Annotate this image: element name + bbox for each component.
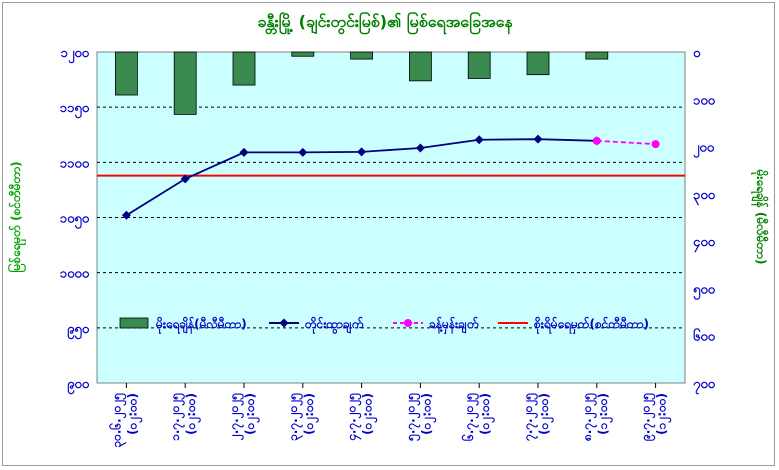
rainfall-bar bbox=[232, 51, 256, 86]
x-tick-time: (၀၂:၀၀) bbox=[478, 393, 496, 435]
x-tick-date: ၈.၇.၂၀၂၅ bbox=[580, 393, 598, 442]
legend-label: တိုင်းထွာချက် bbox=[304, 315, 364, 335]
x-tick-time: (၀၂:၀၀) bbox=[184, 393, 202, 435]
x-tick-date: ၂.၇.၂၀၂၅ bbox=[227, 393, 245, 441]
rainfall-bar bbox=[526, 51, 550, 76]
observed-point bbox=[533, 134, 543, 144]
left-tick-label: ၉၀၀ bbox=[67, 377, 90, 395]
x-tick-date: ၁.၇.၂၀၂၅ bbox=[168, 393, 186, 441]
x-tick-time: (၀၂:၀၀) bbox=[361, 393, 379, 435]
x-tick-time: (၀၂:၀၀) bbox=[125, 393, 143, 435]
rainfall-bar bbox=[350, 51, 374, 60]
forecast-point bbox=[651, 140, 660, 149]
left-tick-label: ၉၅၀ bbox=[67, 322, 90, 340]
forecast-line bbox=[596, 139, 656, 146]
observed-point bbox=[121, 210, 131, 220]
right-axis-label: မိုးရေချိန် (မီလီမီတာ) bbox=[750, 169, 770, 265]
rainfall-bar bbox=[408, 51, 432, 82]
legend-label: ခန့်မှန်းချက် bbox=[429, 315, 479, 335]
x-axis-ticks: ၃၀.၆.၂၀၂၅ (၀၂:၀၀) ၁.၇.၂၀၂၅ (၀၂:၀၀) ၂.၇.၂၀၂၅(… bbox=[107, 383, 673, 448]
x-tick-date: ၉.၇.၂၀၂၅ bbox=[639, 393, 657, 442]
x-tick-time: (၀၂:၀၀) bbox=[419, 393, 437, 435]
legend-label: မိုးရေချိန်(မီလီမီတာ) bbox=[155, 315, 247, 335]
observed-point bbox=[239, 147, 249, 157]
right-tick-label: ၀ bbox=[693, 46, 701, 61]
observed-point bbox=[298, 147, 308, 157]
left-axis-ticks: ၉၀၀ ၉၅၀ ၁၀၀၀ ၁၀၅၀ ၁၁၀၀ ၁၁၅၀ ၁၂၀၀ bbox=[60, 46, 90, 395]
legend-label: စိုးရိမ်ရေမှတ်(စင်တီမီတာ) bbox=[533, 315, 649, 335]
x-tick-date: ၃၀.၆.၂၀၂၅ bbox=[107, 393, 127, 448]
left-tick-label: ၁၂၀၀ bbox=[61, 46, 90, 64]
left-tick-label: ၁၁၅၀ bbox=[60, 101, 90, 119]
left-tick-label: ၁၁၀၀ bbox=[60, 156, 90, 171]
rainfall-bar bbox=[115, 51, 138, 96]
x-tick-time: (၁၂:၀၀) bbox=[655, 393, 673, 435]
rainfall-bar bbox=[173, 51, 197, 115]
left-tick-label: ၁၀၅၀ bbox=[60, 212, 90, 230]
observed-point bbox=[180, 174, 190, 184]
right-tick-label: ၄၀၀ bbox=[693, 235, 716, 253]
observed-point bbox=[357, 147, 367, 157]
left-axis-label: မြစ်ရေမှတ် (စင်တီမီတာ) bbox=[6, 161, 27, 272]
legend: မိုးရေချိန်(မီလီမီတာ) တိုင်းထွာချက် ခန့်မှ… bbox=[119, 315, 649, 335]
observed-point bbox=[474, 135, 484, 145]
right-tick-label: ၆၀၀ bbox=[693, 328, 716, 345]
x-tick-time: (၀၂:၀၀) bbox=[302, 393, 320, 435]
right-tick-label: ၇၀၀ bbox=[693, 377, 716, 395]
x-tick-date: ၅.၇.၂၀၂၅ bbox=[403, 393, 421, 442]
rainfall-bar bbox=[291, 51, 315, 57]
chart-title: ခန္တီးမြို့ (ချင်းတွင်းမြစ်)၏ မြစ်ရေအခြေ… bbox=[257, 11, 513, 35]
observed-point bbox=[415, 143, 425, 153]
forecast-point bbox=[592, 136, 601, 145]
right-tick-label: ၁၀၀ bbox=[693, 93, 716, 108]
x-tick-time: (၀၂:၀၀) bbox=[537, 393, 555, 435]
left-tick-label: ၁၀၀၀ bbox=[60, 267, 90, 282]
legend-marker-forecast bbox=[404, 319, 412, 327]
x-tick-time: (၀၂:၀၀) bbox=[243, 393, 261, 435]
rainfall-bar bbox=[585, 51, 609, 60]
right-tick-label: ၃၀၀ bbox=[693, 188, 716, 206]
chart-frame bbox=[2, 2, 775, 466]
right-tick-label: ၂၀၀ bbox=[693, 141, 715, 159]
x-tick-date: ၄.၇.၂၀၂၅ bbox=[345, 393, 363, 442]
x-tick-time: (၁၂:၀၀) bbox=[596, 393, 614, 435]
x-tick-date: ၇.၇.၂၀၂၅ bbox=[521, 393, 539, 442]
rainfall-bars bbox=[115, 51, 609, 115]
legend-swatch-rainfall bbox=[119, 317, 149, 329]
legend-marker-observed bbox=[279, 318, 289, 328]
rainfall-bar bbox=[467, 51, 491, 79]
x-tick-date: ၆.၇.၂၀၂၅ bbox=[460, 393, 480, 442]
water-level-lines bbox=[121, 134, 660, 220]
right-tick-label: ၅၀၀ bbox=[693, 282, 716, 300]
x-tick-date: ၃.၇.၂၀၂၅ bbox=[286, 393, 304, 441]
